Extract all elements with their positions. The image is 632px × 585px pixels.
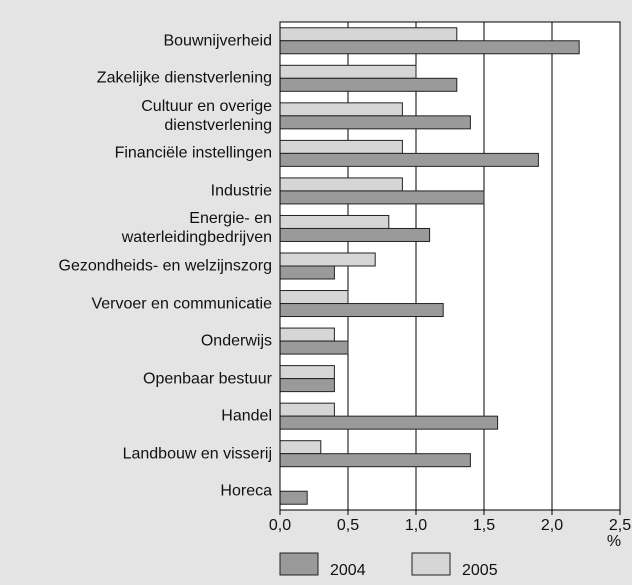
bar <box>279 64 417 79</box>
bar <box>279 139 403 154</box>
legend-label: 2004 <box>330 562 366 579</box>
bar <box>279 177 403 192</box>
legend-swatch <box>279 552 319 576</box>
x-unit: % <box>607 533 621 550</box>
bar <box>279 102 403 117</box>
bar <box>279 227 431 242</box>
bar <box>279 190 485 205</box>
bar <box>279 214 390 229</box>
bar <box>279 27 458 42</box>
bar <box>279 402 335 417</box>
bar <box>279 490 308 505</box>
x-tick-label: 0,5 <box>337 517 359 534</box>
bar <box>279 453 471 468</box>
y-tick-label: Onderwijs <box>200 332 272 350</box>
y-tick-label: Energie- en waterleidingbedrijven <box>121 210 272 247</box>
bar <box>279 115 471 130</box>
y-tick-label: Industrie <box>210 182 272 200</box>
x-tick-label: 0,0 <box>269 517 291 534</box>
y-tick-label: Financiële instellingen <box>114 144 272 162</box>
bar <box>279 252 376 267</box>
bar <box>279 440 322 455</box>
y-tick-label: Gezondheids- en welzijnszorg <box>58 257 272 275</box>
bar <box>279 340 349 355</box>
y-tick-label: Zakelijke dienstverlening <box>96 69 272 87</box>
bar <box>279 77 458 92</box>
legend-label: 2005 <box>462 562 498 579</box>
x-tick-label: 2,0 <box>541 517 563 534</box>
bar <box>279 290 349 305</box>
y-tick-label: Bouwnijverheid <box>163 32 272 50</box>
bar <box>279 265 335 280</box>
bar <box>279 378 335 393</box>
legend-swatch <box>411 552 451 576</box>
x-tick-label: 1,0 <box>405 517 427 534</box>
y-tick-label: Landbouw en visserij <box>122 445 272 463</box>
y-tick-label: Horeca <box>220 482 272 500</box>
bar <box>279 415 499 430</box>
bar <box>279 303 444 318</box>
y-tick-label: Cultuur en overige dienstverlening <box>141 97 272 134</box>
y-tick-label: Handel <box>221 407 272 425</box>
bar <box>279 40 580 55</box>
plot-border <box>279 21 621 511</box>
y-tick-label: Openbaar bestuur <box>143 370 272 388</box>
bar <box>279 152 539 167</box>
x-tick-label: 2,5 <box>609 517 631 534</box>
y-tick-label: Vervoer en communicatie <box>91 295 272 313</box>
bar <box>279 327 335 342</box>
bar <box>279 365 335 380</box>
x-tick-label: 1,5 <box>473 517 495 534</box>
